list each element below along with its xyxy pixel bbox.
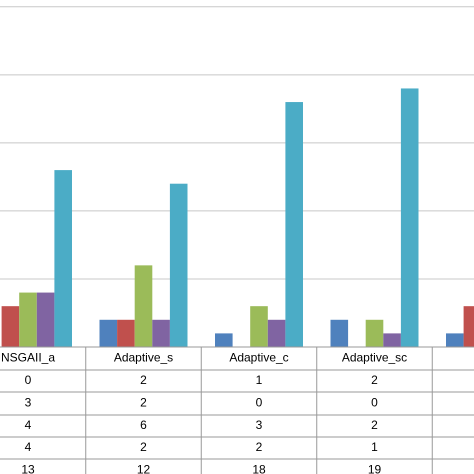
bar xyxy=(134,265,153,347)
bar xyxy=(36,292,55,347)
table-value: 2 xyxy=(371,418,378,432)
bar xyxy=(446,333,464,347)
category-label: NSGAII_a xyxy=(1,351,55,365)
table-value: 3 xyxy=(25,396,32,410)
bar xyxy=(267,319,286,347)
table-value: 4 xyxy=(25,440,32,454)
bar xyxy=(152,319,170,347)
category-label: Adaptive_sc xyxy=(342,351,407,365)
bar xyxy=(365,319,384,347)
table-value: 0 xyxy=(256,396,263,410)
table-value: 2 xyxy=(140,396,147,410)
bar xyxy=(169,183,188,347)
table-value: 3 xyxy=(256,418,263,432)
category-label: Adaptive_c xyxy=(229,351,288,365)
table-value: 2 xyxy=(371,373,378,387)
table-value: 4 xyxy=(25,418,32,432)
table-value: 0 xyxy=(25,373,32,387)
table-value: 1 xyxy=(371,440,378,454)
bar xyxy=(250,306,268,347)
table-value: 1 xyxy=(256,373,263,387)
table-value: 0 xyxy=(371,396,378,410)
table-value: 13 xyxy=(21,463,35,474)
bar xyxy=(330,319,349,347)
bar xyxy=(117,319,135,347)
table-value: 2 xyxy=(140,440,147,454)
table-value: 6 xyxy=(140,418,147,432)
category-label: Adaptive_s xyxy=(114,351,173,365)
table-value: 19 xyxy=(368,463,382,474)
table-value: 12 xyxy=(137,463,151,474)
table-value: 18 xyxy=(252,463,266,474)
bar xyxy=(463,306,474,347)
bar xyxy=(215,333,233,347)
bar xyxy=(54,170,72,347)
table-value: 2 xyxy=(140,373,147,387)
bar xyxy=(285,102,303,347)
bar xyxy=(383,333,401,347)
table-value: 2 xyxy=(256,440,263,454)
bar xyxy=(1,306,20,347)
bar xyxy=(19,292,37,347)
bar xyxy=(400,88,419,347)
bar xyxy=(99,319,118,347)
